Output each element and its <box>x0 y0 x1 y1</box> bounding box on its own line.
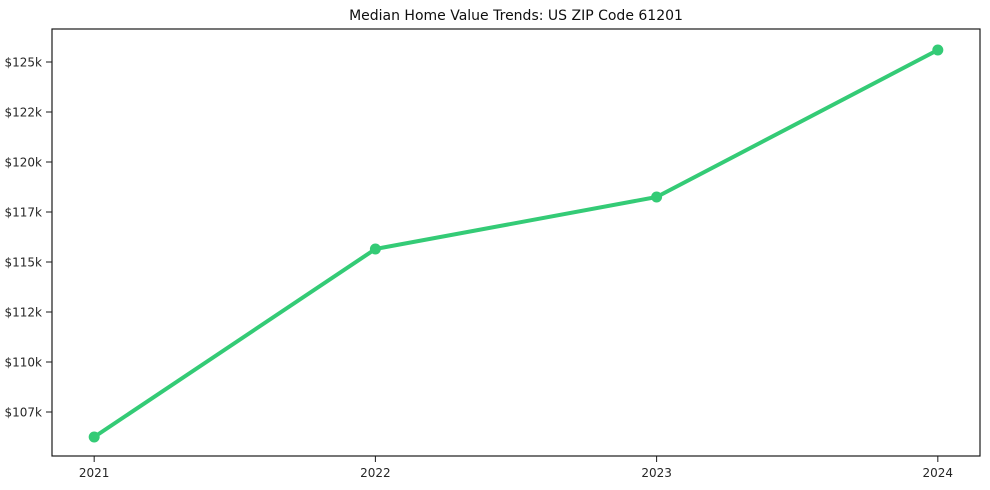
y-axis-tick-label: $122k <box>5 106 43 120</box>
x-axis-tick-label: 2022 <box>360 466 391 480</box>
y-axis-tick-label: $115k <box>5 256 43 270</box>
data-point-marker <box>88 431 100 443</box>
y-axis-tick-label: $125k <box>5 56 43 70</box>
y-axis-tick-label: $120k <box>5 156 43 170</box>
y-axis-tick-label: $107k <box>5 406 43 420</box>
y-axis-tick-label: $112k <box>5 306 43 320</box>
data-point-marker <box>932 44 944 56</box>
x-axis: 2021 2022 2023 2024 <box>79 456 953 480</box>
data-point-marker <box>369 243 381 255</box>
y-axis-tick-label: $117k <box>5 206 43 220</box>
data-point-marker <box>651 191 663 203</box>
trend-line <box>92 48 940 439</box>
chart-title: Median Home Value Trends: US ZIP Code 61… <box>349 8 683 24</box>
y-axis-tick-label: $110k <box>5 356 43 370</box>
x-axis-tick-label: 2024 <box>923 466 954 480</box>
y-axis: $107k $110k $112k $115k $117k $120k $122k $125k <box>5 56 52 420</box>
x-axis-tick-label: 2023 <box>641 466 672 480</box>
x-axis-tick-label: 2021 <box>79 466 110 480</box>
series-line-group <box>88 44 944 443</box>
plot-border <box>51 28 981 457</box>
